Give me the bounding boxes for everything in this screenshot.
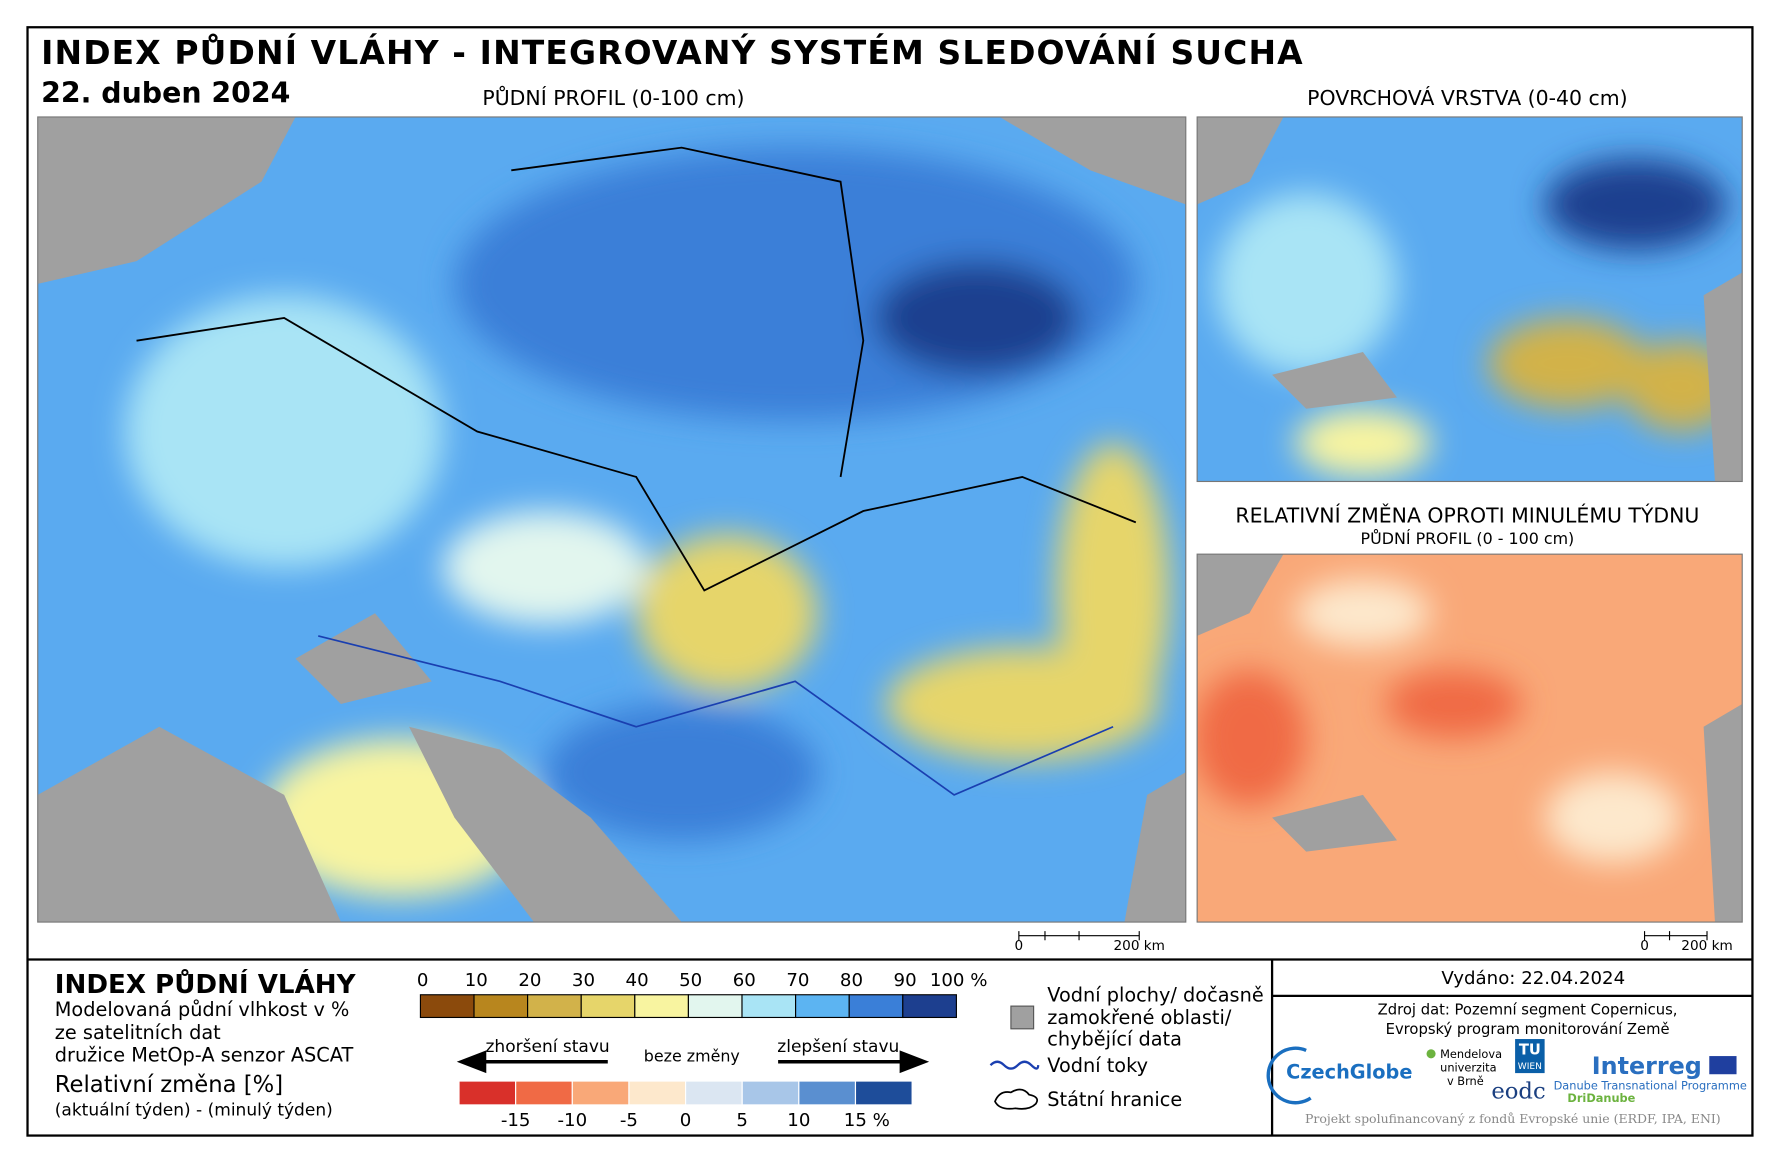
river-icon <box>989 1060 1040 1070</box>
main-map <box>37 116 1186 923</box>
legend-text: zhoršení stavu <box>486 1037 610 1057</box>
logo: v Brně <box>1447 1074 1484 1088</box>
legend-text: Státní hranice <box>1047 1088 1182 1111</box>
color-swatch <box>571 1080 630 1106</box>
colorbar-label: 0 <box>680 1110 692 1131</box>
legend-frame <box>27 958 1753 1136</box>
color-swatch <box>515 1080 573 1106</box>
logo: eodc <box>1491 1078 1545 1104</box>
source: Zdroj dat: Pozemní segment Copernicus, <box>1378 1002 1678 1019</box>
surface-map <box>1197 116 1743 482</box>
map-title: POVRCHOVÁ VRSTVA (0-40 cm) <box>1307 85 1628 110</box>
legend-text: zlepšení stavu <box>777 1037 899 1057</box>
map-title: RELATIVNÍ ZMĚNA OPROTI MINULÉMU TÝDNU <box>1235 503 1699 528</box>
colorbar-label: 40 <box>626 970 649 991</box>
colorbar-label: 20 <box>518 970 541 991</box>
funding: Projekt spolufinancovaný z fondů Evropsk… <box>1305 1111 1721 1126</box>
logo: DriDanube <box>1567 1091 1635 1105</box>
legend-text: zamokřené oblasti/ <box>1047 1006 1232 1029</box>
colorbar-label: 50 <box>679 970 702 991</box>
color-swatch <box>741 994 797 1019</box>
color-swatch <box>795 994 850 1019</box>
color-swatch <box>628 1080 687 1106</box>
color-swatch <box>580 994 636 1019</box>
colorbar-label: 5 <box>736 1110 748 1131</box>
logo-shape <box>1515 1039 1545 1074</box>
logo-shape <box>1426 1049 1436 1059</box>
change-map <box>1197 554 1743 923</box>
colorbar-label: 30 <box>572 970 595 991</box>
eu-flag <box>1709 1056 1737 1075</box>
color-swatch <box>685 1080 743 1106</box>
scale-label: 200 km <box>1114 938 1165 954</box>
map-border <box>1196 553 1743 923</box>
color-swatch <box>854 1080 913 1106</box>
logo: Interreg <box>1592 1052 1702 1080</box>
color-swatch <box>473 994 529 1019</box>
legend-text: Relativní změna [%] <box>55 1072 283 1098</box>
legend-text: Vodní plochy/ dočasně <box>1047 983 1263 1006</box>
color-swatch <box>634 994 689 1019</box>
color-swatch <box>902 994 957 1019</box>
colorbar-label: 0 <box>417 970 429 991</box>
map-border <box>1196 116 1743 483</box>
frame <box>26 26 1754 1137</box>
border-icon <box>994 1088 1039 1110</box>
colorbar-label: 10 <box>465 970 488 991</box>
colorbar-label: 100 % <box>930 970 988 991</box>
scale-label: 200 km <box>1681 938 1732 954</box>
color-swatch <box>527 994 582 1019</box>
colorbar-label: 60 <box>733 970 756 991</box>
logo: Mendelova <box>1440 1047 1502 1061</box>
source: Evropský program monitorování Země <box>1386 1021 1670 1038</box>
legend-text: družice MetOp-A senzor ASCAT <box>55 1044 354 1067</box>
color-swatch <box>687 994 743 1019</box>
scale-label: 0 <box>1640 938 1649 954</box>
water-icon <box>1010 1005 1035 1030</box>
colorbar-label: 70 <box>786 970 809 991</box>
colorbar-label: 10 <box>787 1110 810 1131</box>
scale-bar <box>1018 931 1140 941</box>
legend-text: Modelovaná půdní vlhkost v % <box>55 998 350 1021</box>
color-swatch <box>798 1080 857 1106</box>
map-border <box>37 116 1187 923</box>
color-swatch <box>458 1080 517 1106</box>
legend-text: beze změny <box>644 1047 740 1066</box>
logo: Danube Transnational Programme <box>1554 1079 1747 1093</box>
colorbar-label: -15 <box>501 1110 531 1131</box>
logo: CzechGlobe <box>1286 1061 1412 1084</box>
scale-label: 0 <box>1015 938 1024 954</box>
legend-title: INDEX PŮDNÍ VLÁHY <box>55 967 357 1000</box>
map-title: PŮDNÍ PROFIL (0-100 cm) <box>482 84 744 110</box>
logo: WIEN <box>1518 1062 1542 1072</box>
color-swatch <box>848 994 904 1019</box>
scale-bar <box>1643 931 1708 941</box>
legend-text: ze satelitních dat <box>55 1021 221 1044</box>
colorbar-label: -5 <box>620 1110 638 1131</box>
colorbars: 0 10 20 30 40 50 60 70 80 90 100 % -15 -10 -5 0 5 10 15 % <box>417 970 988 1131</box>
color-swatch <box>419 994 475 1019</box>
colorbar-label: 90 <box>894 970 917 991</box>
issued: Vydáno: 22.04.2024 <box>1441 968 1625 989</box>
legend-text: Vodní toky <box>1047 1054 1148 1077</box>
color-swatch <box>741 1080 800 1106</box>
legend-text: (aktuální týden) - (minulý týden) <box>55 1101 333 1121</box>
logo: TU <box>1519 1041 1541 1058</box>
colorbar-label: -10 <box>557 1110 587 1131</box>
map-subtitle: PŮDNÍ PROFIL (0 - 100 cm) <box>1361 529 1575 548</box>
date: 22. duben 2024 <box>41 76 290 109</box>
colorbar-label: 15 % <box>844 1110 890 1131</box>
title: INDEX PŮDNÍ VLÁHY - INTEGROVANÝ SYSTÉM S… <box>41 32 1304 72</box>
logo: univerzita <box>1440 1061 1496 1075</box>
colorbar-label: 80 <box>840 970 863 991</box>
logo-shape <box>1266 1046 1312 1105</box>
legend-text: chybějící data <box>1047 1028 1182 1051</box>
